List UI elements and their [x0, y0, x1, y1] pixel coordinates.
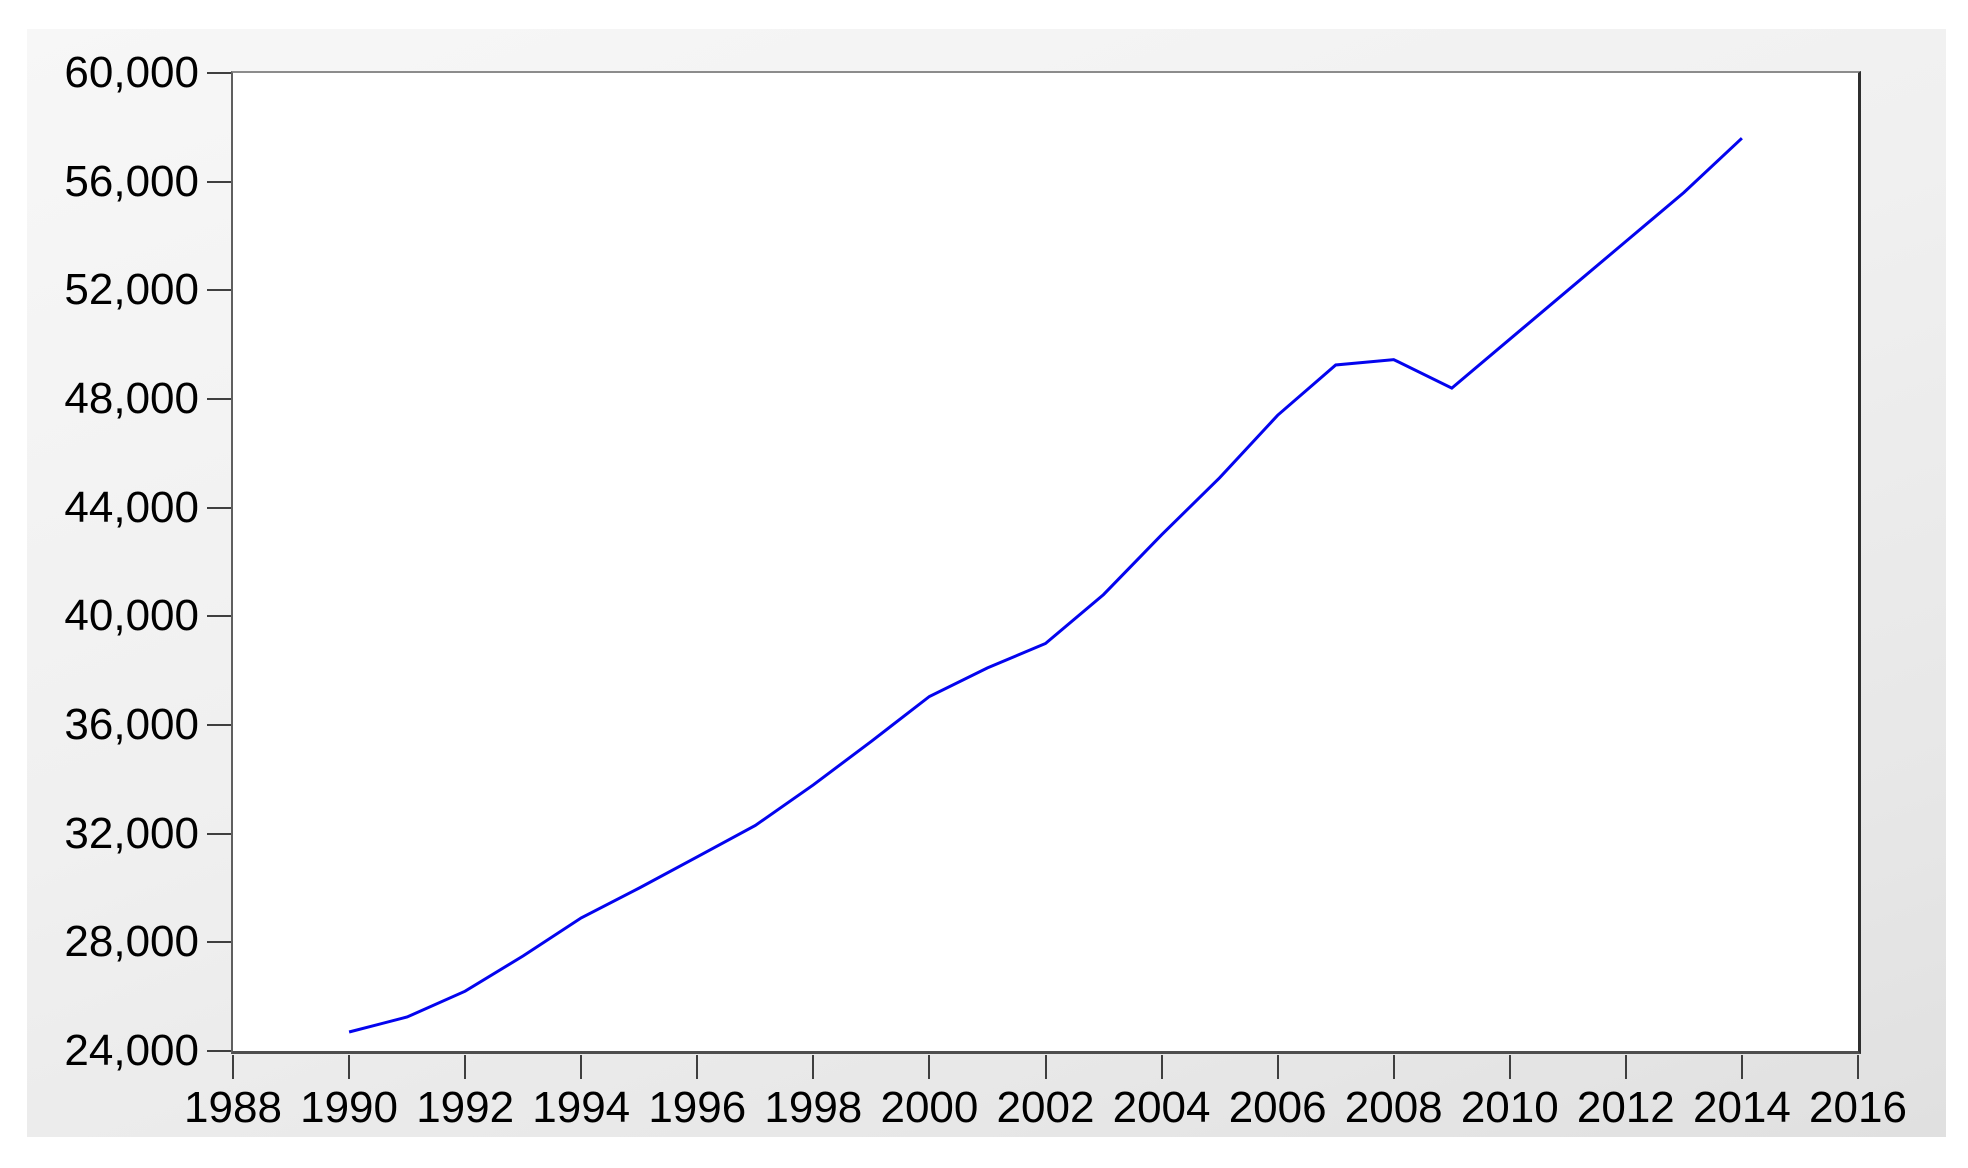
- data-series-svg: [348, 137, 1743, 1034]
- x-axis-tick: [1624, 1055, 1627, 1079]
- x-axis-tick: [464, 1055, 467, 1079]
- y-axis-tick-label: 32,000: [64, 808, 199, 858]
- y-axis-tick: [207, 1050, 231, 1052]
- x-axis-tick: [232, 1055, 234, 1079]
- chart-frame: 60,000 56,000 52,000 48,000 44,000 40,000 36,0…: [27, 29, 1946, 1137]
- x-axis-tick: [580, 1055, 583, 1079]
- x-axis-tick-label: 1998: [764, 1083, 863, 1132]
- x-axis-tick-label: 2016: [1809, 1083, 1907, 1132]
- x-axis-tick: [1740, 1055, 1743, 1079]
- y-axis-tick-label: 36,000: [64, 700, 199, 749]
- x-axis-tick-label: 1996: [648, 1083, 747, 1132]
- x-axis-tick: [348, 1055, 351, 1079]
- x-axis-tick-label: 1988: [184, 1083, 282, 1132]
- y-axis-tick: [207, 72, 231, 74]
- x-axis-tick-label: 2010: [1460, 1083, 1559, 1132]
- x-axis-tick: [696, 1055, 699, 1079]
- x-axis-tick: [1160, 1055, 1163, 1079]
- plot-area: [231, 71, 1861, 1054]
- x-axis-tick-label: 1990: [300, 1083, 398, 1132]
- y-axis-tick: [207, 724, 231, 726]
- x-axis-tick-label: 2008: [1344, 1083, 1443, 1132]
- y-axis-tick: [207, 180, 231, 183]
- y-axis-tick: [207, 832, 231, 835]
- x-axis-tick-label: 2004: [1112, 1083, 1211, 1132]
- x-axis-tick-label: 2002: [996, 1083, 1095, 1132]
- y-axis-tick-label: 44,000: [64, 482, 199, 532]
- x-axis-tick-label: 2014: [1692, 1083, 1791, 1132]
- x-axis-tick: [1276, 1055, 1279, 1079]
- y-axis-tick-label: 52,000: [64, 265, 199, 315]
- x-axis-tick-label: 2000: [880, 1083, 979, 1132]
- x-axis-tick-label: 2006: [1228, 1083, 1327, 1132]
- x-axis-tick-label: 1992: [416, 1083, 515, 1132]
- y-axis-tick-label: 24,000: [64, 1026, 199, 1075]
- x-axis-tick: [1857, 1055, 1859, 1079]
- y-axis-tick: [207, 398, 231, 400]
- x-axis-tick: [1508, 1055, 1511, 1079]
- x-axis-tick: [812, 1055, 815, 1079]
- x-axis-tick: [1392, 1055, 1395, 1079]
- y-axis-tick-label: 56,000: [64, 156, 199, 206]
- y-axis-tick: [207, 615, 231, 618]
- y-axis-tick: [207, 506, 231, 509]
- data-series-line: [348, 137, 1743, 1034]
- x-axis-tick: [928, 1055, 931, 1079]
- y-axis-tick: [207, 289, 231, 292]
- y-axis-tick-label: 28,000: [64, 917, 199, 967]
- x-axis-tick: [1044, 1055, 1047, 1079]
- y-axis-tick-label: 60,000: [64, 48, 199, 97]
- x-axis-tick-label: 1994: [532, 1083, 631, 1132]
- y-axis-tick-label: 48,000: [64, 374, 199, 423]
- x-axis-tick-label: 2012: [1576, 1083, 1675, 1132]
- y-axis-tick-label: 40,000: [64, 591, 199, 641]
- y-axis-tick: [207, 941, 231, 944]
